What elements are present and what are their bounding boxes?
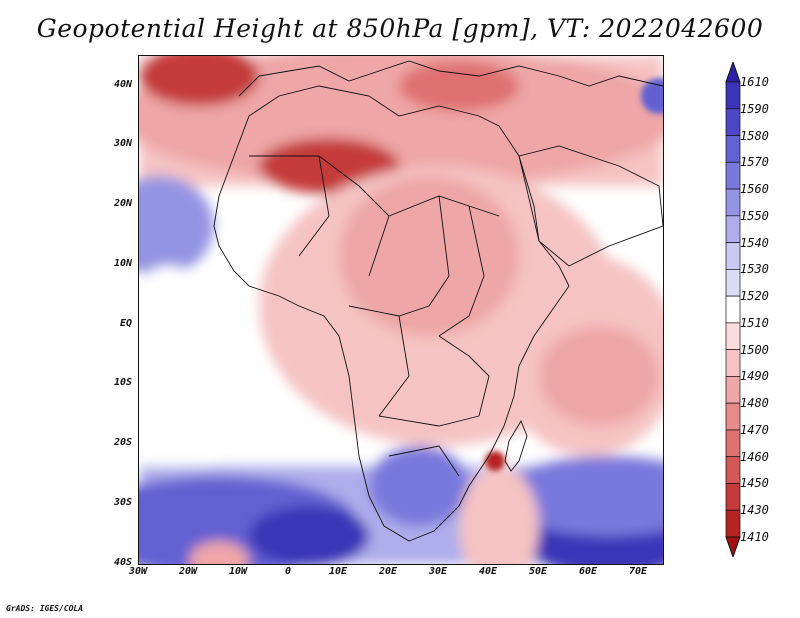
y-tick-label: 30N: [113, 138, 132, 149]
colorbar-label: 1610: [740, 75, 769, 89]
colorbar-label: 1500: [740, 342, 769, 357]
colorbar-swatch: [725, 509, 741, 538]
x-tick-label: 40E: [478, 566, 498, 577]
colorbar-label: 1530: [740, 262, 769, 277]
colorbar-top-arrow: [725, 62, 741, 83]
x-tick-label: 0: [284, 566, 292, 577]
colorbar-swatch: [725, 188, 741, 217]
colorbar-swatch: [725, 242, 741, 270]
x-tick-label: 20W: [178, 566, 198, 577]
colorbar-label: 1460: [740, 449, 769, 464]
x-tick-label: 10W: [228, 566, 248, 577]
colorbar-label: 1450: [740, 476, 769, 491]
colorbar-label: 1470: [740, 422, 769, 437]
colorbar-label: 1550: [740, 208, 769, 223]
colorbar-swatch: [725, 322, 741, 350]
colorbar-swatch: [725, 349, 741, 377]
grads-credit: GrADS: IGES/COLA: [6, 604, 84, 613]
colorbar-swatch: [725, 108, 741, 136]
colorbar-bottom-arrow: [725, 536, 741, 557]
x-tick-label: 30E: [428, 566, 448, 577]
x-tick-label: 50E: [528, 566, 548, 577]
colorbar-swatch: [725, 483, 741, 511]
colorbar-label: 1570: [740, 155, 769, 170]
y-tick-label: EQ: [119, 318, 132, 329]
colorbar-label: 1510: [740, 315, 769, 330]
colorbar-swatch: [725, 215, 741, 243]
colorbar-swatch: [725, 135, 741, 163]
colorbar-label: 1520: [740, 289, 769, 304]
x-tick-label: 70E: [628, 566, 648, 577]
colorbar-swatch: [725, 295, 741, 324]
colorbar-swatch: [725, 456, 741, 484]
colorbar-label: 1560: [740, 182, 769, 197]
colorbar-label: 1590: [740, 101, 769, 116]
colorbar-label: 1480: [740, 396, 769, 411]
colorbar: [725, 62, 741, 557]
colorbar-swatch: [725, 161, 741, 190]
colorbar-swatch: [725, 81, 741, 110]
y-tick-label: 20S: [113, 437, 132, 448]
colorbar-swatch: [725, 376, 741, 404]
colorbar-label: 1540: [740, 235, 769, 250]
geopotential-map: [139, 56, 663, 564]
colorbar-label: 1580: [740, 128, 769, 143]
colorbar-swatch: [725, 402, 741, 431]
y-tick-label: 10S: [113, 377, 132, 388]
y-tick-label: 40S: [113, 557, 132, 568]
x-tick-label: 30W: [128, 566, 148, 577]
y-tick-label: 20N: [113, 198, 132, 209]
colorbar-label: 1410: [740, 530, 769, 544]
x-tick-label: 20E: [378, 566, 398, 577]
coastlines: [213, 60, 663, 542]
y-tick-label: 10N: [113, 258, 132, 269]
page-title: Geopotential Height at 850hPa [gpm], VT:…: [36, 14, 764, 43]
map-panel[interactable]: [138, 55, 664, 565]
y-tick-label: 40N: [113, 79, 132, 90]
colorbar-label: 1430: [740, 503, 769, 518]
x-tick-label: 60E: [578, 566, 598, 577]
colorbar-swatch: [725, 269, 741, 297]
y-tick-label: 30S: [113, 497, 132, 508]
x-tick-label: 10E: [328, 566, 348, 577]
colorbar-swatch: [725, 429, 741, 458]
colorbar-label: 1490: [740, 369, 769, 384]
